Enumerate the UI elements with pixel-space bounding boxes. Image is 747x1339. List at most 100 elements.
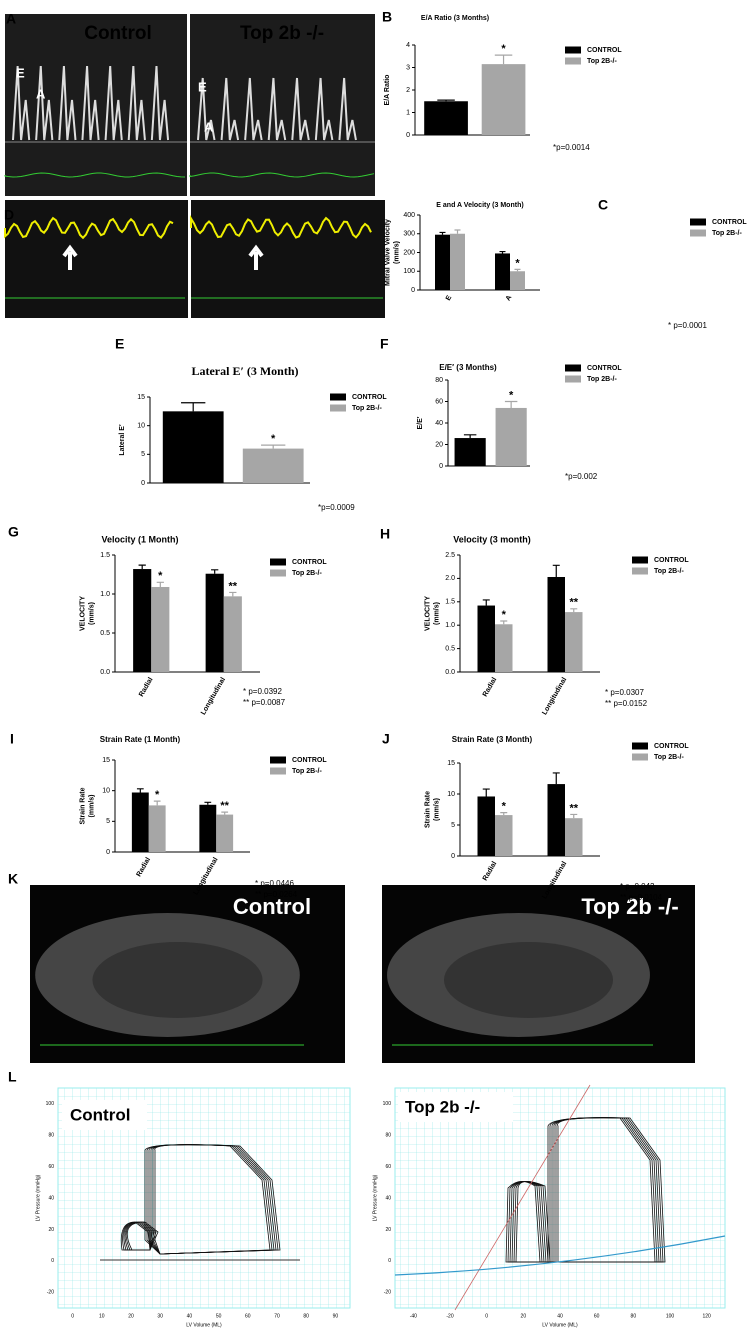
panel-letter: H <box>380 526 390 542</box>
legend-label: CONTROL <box>654 743 689 750</box>
error-bar <box>494 54 513 65</box>
p-value-note: ** p=0.0087 <box>243 698 286 707</box>
p-value-note: ** p=0.0152 <box>605 699 648 708</box>
p-value-note: *p=0.0014 <box>553 143 590 152</box>
y-tick-label: 15 <box>447 760 455 767</box>
y-axis-label: (mm/s) <box>88 795 95 818</box>
y-tick-label: 10 <box>447 791 455 798</box>
legend-swatch <box>330 404 346 412</box>
image-title: Control <box>233 894 311 919</box>
x-tick-label: Longitudinal <box>200 676 227 716</box>
velocity-trace <box>190 214 372 239</box>
error-bar <box>437 99 455 102</box>
legend-label: Top 2B-/- <box>292 768 322 775</box>
x-tick-label: 20 <box>521 1313 527 1319</box>
y-tick-label: 1.5 <box>445 599 455 606</box>
y-tick-label: 5 <box>106 818 110 825</box>
significance-marker: * <box>501 43 506 55</box>
legend-label: CONTROL <box>292 757 327 764</box>
error-bar <box>156 581 164 587</box>
legend-label: Top 2B-/- <box>654 568 684 575</box>
legend-label: Top 2B-/- <box>292 570 322 577</box>
error-bar <box>454 229 461 234</box>
y-tick-label: 0 <box>406 132 410 139</box>
error-bar <box>181 402 206 412</box>
doppler-trace <box>12 65 170 141</box>
y-tick-label: 0 <box>141 480 145 487</box>
arrow <box>62 244 78 270</box>
x-tick-label: Radial <box>482 860 499 882</box>
y-tick-label: 4 <box>406 42 410 49</box>
bar <box>199 804 217 852</box>
bar <box>547 576 565 672</box>
panel-letter: E <box>115 336 124 352</box>
y-tick-label: 0 <box>51 1258 54 1264</box>
legend-label: CONTROL <box>587 365 622 372</box>
arrow <box>248 244 264 270</box>
y-tick-label: 40 <box>435 420 443 427</box>
panel-letter: D <box>4 207 14 223</box>
image-title: Control <box>84 23 152 44</box>
x-tick-label: 90 <box>333 1313 339 1319</box>
ecg-trace <box>189 172 375 178</box>
bar <box>148 805 166 852</box>
x-axis-label: LV Volume (ML) <box>186 1322 222 1328</box>
y-tick-label: 5 <box>451 822 455 829</box>
y-tick-label: 0 <box>451 853 455 860</box>
label-box <box>62 1100 147 1130</box>
bar <box>151 586 170 672</box>
error-bar <box>229 591 237 597</box>
y-tick-label: 2.0 <box>445 575 455 582</box>
error-bar <box>463 434 477 439</box>
legend-label: Top 2B-/- <box>712 230 742 237</box>
y-tick-label: 20 <box>385 1227 391 1233</box>
p-value-note: *p=0.002 <box>565 472 598 481</box>
error-bar <box>138 564 146 570</box>
pv-loop <box>126 1221 159 1251</box>
error-bar <box>499 250 506 254</box>
x-tick-label: Radial <box>138 676 155 698</box>
tissue-doppler-image <box>191 200 385 318</box>
error-bar <box>500 812 508 816</box>
pv-loop <box>557 1117 666 1263</box>
y-tick-label: 1.5 <box>100 552 110 559</box>
bar <box>131 792 149 852</box>
x-tick-label: -40 <box>410 1313 417 1319</box>
pv-loop <box>515 1181 551 1263</box>
pv-loop <box>154 1144 281 1255</box>
significance-marker: * <box>158 570 163 582</box>
legend-label: Top 2B-/- <box>587 58 617 65</box>
p-value-note: * p=0.042 <box>620 882 655 891</box>
chart-title: Velocity (1 Month) <box>101 534 178 544</box>
pv-label: Control <box>70 1105 130 1124</box>
error-bar <box>504 400 518 408</box>
panel-letter: J <box>382 731 390 747</box>
y-tick-label: 80 <box>435 377 443 384</box>
p-value-note: * p=0.0307 <box>605 688 644 697</box>
x-tick-label: 80 <box>631 1313 637 1319</box>
y-tick-label: 0 <box>388 1258 391 1264</box>
y-tick-label: 100 <box>403 268 415 275</box>
error-bar <box>211 569 219 574</box>
bar <box>216 814 234 852</box>
x-tick-label: 60 <box>594 1313 600 1319</box>
legend-swatch <box>270 558 286 566</box>
error-bar <box>482 599 490 606</box>
p-value-note: *p=0.0009 <box>318 503 355 512</box>
bar <box>477 605 495 672</box>
bar <box>424 101 468 135</box>
y-axis-label: E/E′ <box>417 416 424 429</box>
echo-chamber <box>443 942 614 1018</box>
y-axis-label: VELOCITY <box>79 596 86 631</box>
error-bar <box>552 772 560 785</box>
y-tick-label: 1.0 <box>100 591 110 598</box>
panel-letter: C <box>598 197 608 213</box>
bar <box>162 411 224 483</box>
x-tick-label: 100 <box>666 1313 675 1319</box>
x-tick-label: 0 <box>71 1313 74 1319</box>
y-axis-label: LV Pressure (mmHg) <box>35 1174 41 1221</box>
legend-swatch <box>690 218 706 226</box>
legend-label: CONTROL <box>654 557 689 564</box>
load-line <box>454 1084 591 1311</box>
